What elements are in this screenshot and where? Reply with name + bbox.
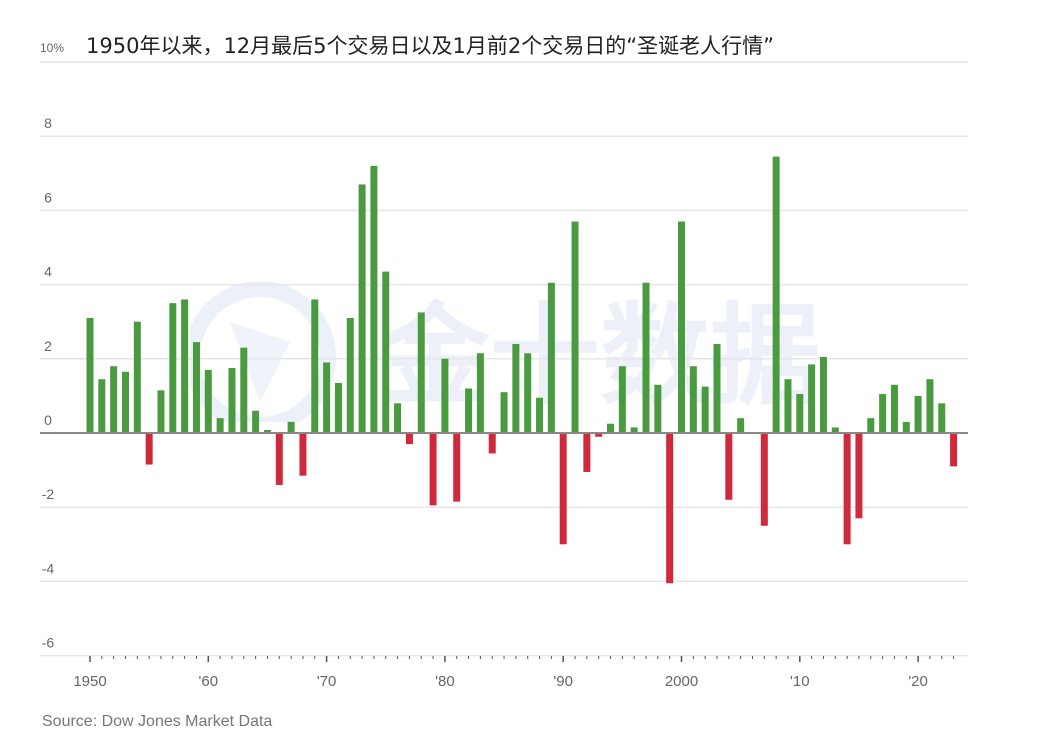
bar-2001 [689,366,697,433]
bar-1984 [488,433,496,454]
bar-1974 [370,165,378,433]
bar-1950 [86,317,94,433]
bar-2022 [938,403,946,433]
y-tick-label: -4 [42,560,55,576]
bar-1969 [311,299,319,433]
bar-1994 [607,423,615,433]
bar-1980 [441,358,449,433]
bar-1985 [500,392,508,433]
bar-1991 [571,221,579,433]
bar-1982 [465,388,473,433]
bar-2008 [772,156,780,434]
bar-1975 [382,271,390,433]
bar-1990 [559,433,567,545]
x-tick-label: '70 [317,673,337,690]
bar-2010 [796,394,804,433]
bar-1987 [524,353,532,433]
bar-1958 [181,299,189,433]
x-tick-label: 2000 [665,673,698,690]
bar-1978 [417,312,425,433]
bar-1983 [476,353,484,433]
bar-2011 [808,364,816,433]
bar-2003 [713,343,721,433]
bar-2020 [914,395,922,433]
bar-1966 [275,433,283,485]
y-tick-label: 2 [44,338,52,354]
bar-2017 [879,394,887,433]
bar-2015 [855,433,863,519]
x-tick-label: '10 [790,673,810,690]
bar-1961 [216,418,224,433]
bar-2014 [843,433,851,545]
bar-1968 [299,433,307,476]
bar-1959 [192,342,200,433]
bar-2013 [831,427,839,433]
bar-1960 [204,369,212,433]
x-tick-label: '90 [553,673,573,690]
x-tick-label: '80 [435,673,455,690]
bar-1986 [512,343,520,433]
bar-1964 [252,410,260,433]
bar-2002 [701,386,709,433]
chart-title: 1950年以来，12月最后5个交易日以及1月前2个交易日的“圣诞老人行情” [86,34,775,58]
bar-1967 [287,421,295,433]
bar-1951 [98,379,106,433]
bar-1970 [323,362,331,433]
bar-1988 [536,397,544,433]
bar-2007 [760,433,768,526]
bar-2023 [950,433,958,467]
bar-1996 [630,427,638,433]
bar-2018 [890,384,898,433]
x-tick-label: '20 [908,673,928,690]
x-tick-label: '60 [199,673,219,690]
bar-1956 [157,390,165,433]
x-tick-label: 1950 [73,673,106,690]
bar-1957 [169,303,177,433]
bar-1999 [666,433,674,584]
bar-1989 [547,282,555,433]
source-note: Source: Dow Jones Market Data [42,713,273,730]
bar-1962 [228,368,236,433]
bar-1992 [583,433,591,472]
y-axis-top-label: 10% [40,41,65,55]
bar-2004 [725,433,733,500]
bar-1952 [110,366,118,433]
y-tick-label: 4 [44,264,52,280]
bar-1973 [358,184,366,433]
bar-1976 [394,403,402,433]
bar-1953 [121,371,129,433]
bar-2019 [902,421,910,433]
bar-2016 [867,418,875,433]
bar-2005 [737,418,745,433]
bar-1965 [263,430,271,433]
bar-2012 [819,356,827,433]
bar-1972 [346,317,354,433]
bar-1993 [595,433,603,437]
bar-1997 [642,282,650,433]
bar-1955 [145,433,153,465]
bar-1995 [618,366,626,433]
y-tick-label: 6 [44,189,52,205]
bar-1998 [654,384,662,433]
bar-1981 [453,433,461,502]
bar-2021 [926,379,934,433]
bar-1979 [429,433,437,506]
y-tick-label: 8 [44,115,52,131]
y-tick-label: 0 [44,412,52,428]
bar-2000 [678,221,685,433]
bar-1977 [405,433,413,445]
bar-1971 [334,382,342,433]
bar-2009 [784,379,792,433]
y-tick-label: -6 [42,635,55,651]
y-tick-label: -2 [42,486,55,502]
bar-1954 [133,321,141,433]
bar-1963 [240,347,248,433]
